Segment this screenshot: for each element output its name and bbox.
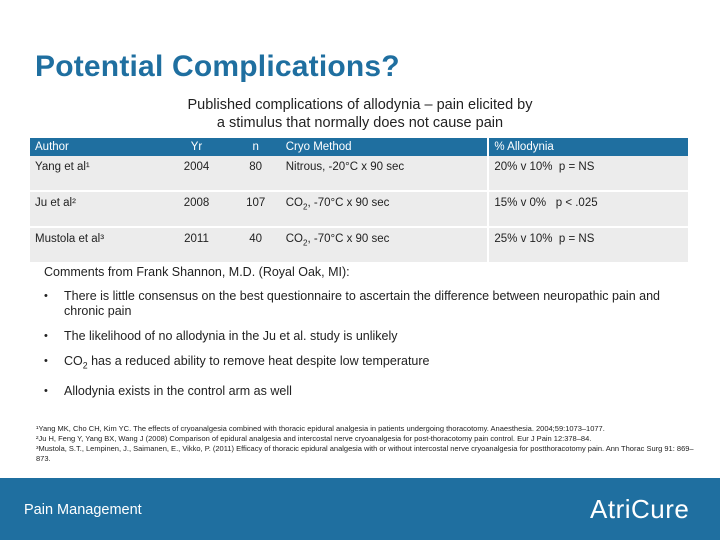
reference-2: ²Ju H, Feng Y, Yang BX, Wang J (2008) Co…	[36, 434, 592, 443]
cell-gap	[487, 156, 490, 192]
header-cryo-method: Cryo Method	[280, 138, 488, 156]
cell-cryo-method: Nitrous, -20°C x 90 sec	[280, 156, 488, 192]
cryo-sub: 2	[302, 238, 308, 248]
cell-yr: 2004	[162, 156, 231, 192]
co-text: CO	[64, 354, 83, 368]
comments-list: There is little consensus on the best qu…	[44, 289, 684, 409]
cryo-co: CO	[285, 197, 303, 209]
footer-label: Pain Management	[24, 502, 142, 518]
cryo-co: CO	[285, 233, 303, 245]
cell-gap	[487, 191, 490, 228]
cell-author: Mustola et al³	[30, 227, 163, 264]
header-n: n	[230, 138, 281, 156]
references: ¹Yang MK, Cho CH, Kim YC. The effects of…	[36, 424, 696, 464]
header-allodynia: % Allodynia	[489, 138, 688, 156]
cell-allodynia: 25% v 10% p = NS	[489, 227, 688, 264]
cell-allodynia: 15% v 0% p < .025	[489, 191, 688, 228]
header-gap	[487, 138, 490, 156]
complications-table: Author Yr n Cryo Method % Allodynia Yang…	[30, 138, 688, 264]
cell-n: 107	[230, 191, 281, 228]
list-item: There is little consensus on the best qu…	[44, 289, 684, 319]
cell-n: 80	[230, 156, 281, 192]
cell-n: 40	[230, 227, 281, 264]
cell-allodynia: 20% v 10% p = NS	[489, 156, 688, 192]
cell-yr: 2008	[162, 191, 231, 228]
cell-cryo-method: CO2, -70°C x 90 sec	[280, 191, 488, 228]
reference-3: ³Mustola, S.T., Lempinen, J., Saimanen, …	[36, 444, 694, 463]
cell-yr: 2011	[162, 227, 231, 264]
header-yr: Yr	[162, 138, 231, 156]
cryo-rest: , -70°C x 90 sec	[307, 233, 390, 245]
subtitle-line-1: Published complications of allodynia – p…	[187, 97, 533, 113]
list-item: CO2 has a reduced ability to remove heat…	[44, 354, 684, 374]
comments-heading: Comments from Frank Shannon, M.D. (Royal…	[44, 265, 350, 279]
footer-bar: Pain Management AtriCure	[0, 478, 720, 540]
subtitle-line-2: a stimulus that normally does not cause …	[216, 115, 504, 131]
co-rest: has a reduced ability to remove heat des…	[87, 354, 430, 368]
table-header-row: Author Yr n Cryo Method % Allodynia	[30, 138, 688, 156]
cell-gap	[487, 227, 490, 264]
cryo-sub: 2	[302, 202, 308, 212]
list-item: Allodynia exists in the control arm as w…	[44, 384, 684, 399]
table-row: Mustola et al³ 2011 40 CO2, -70°C x 90 s…	[30, 227, 688, 264]
cell-author: Ju et al²	[30, 191, 163, 228]
cell-author: Yang et al¹	[30, 156, 163, 192]
table-row: Yang et al¹ 2004 80 Nitrous, -20°C x 90 …	[30, 156, 688, 192]
slide-title: Potential Complications?	[35, 50, 400, 83]
header-author: Author	[30, 138, 163, 156]
slide-subtitle: Published complications of allodynia – p…	[130, 96, 590, 132]
cryo-rest: , -70°C x 90 sec	[307, 197, 390, 209]
atricure-logo: AtriCure	[590, 494, 690, 524]
reference-1: ¹Yang MK, Cho CH, Kim YC. The effects of…	[36, 424, 605, 433]
table-row: Ju et al² 2008 107 CO2, -70°C x 90 sec 1…	[30, 191, 688, 228]
co-sub: 2	[82, 360, 88, 371]
list-item: The likelihood of no allodynia in the Ju…	[44, 329, 684, 344]
cell-cryo-method: CO2, -70°C x 90 sec	[280, 227, 488, 264]
